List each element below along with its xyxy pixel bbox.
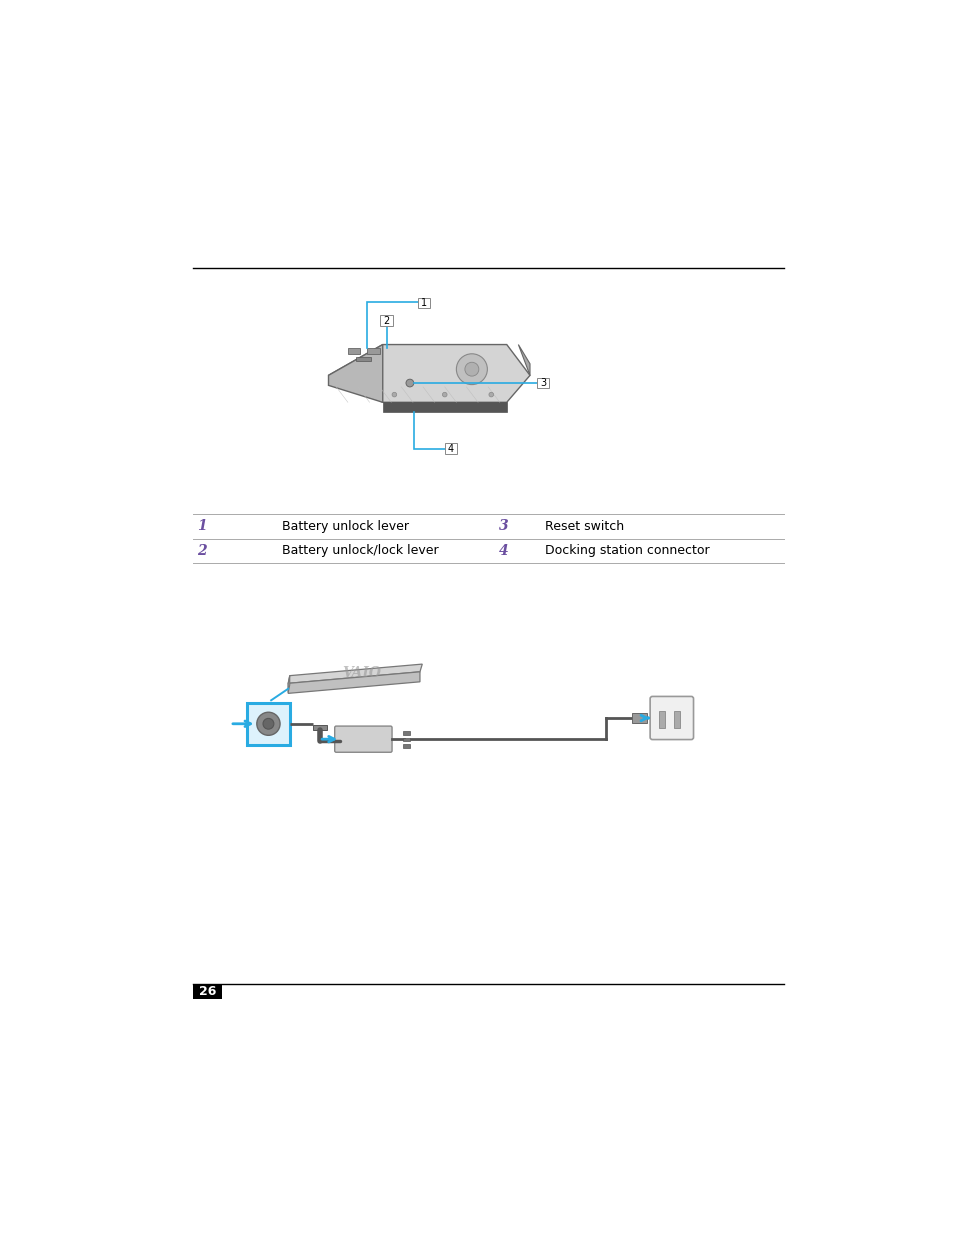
Circle shape <box>488 393 493 396</box>
Polygon shape <box>288 672 419 693</box>
FancyBboxPatch shape <box>335 726 392 752</box>
Bar <box>193 984 222 999</box>
Circle shape <box>442 393 447 396</box>
Text: 3: 3 <box>539 378 546 388</box>
Polygon shape <box>517 345 530 375</box>
Text: 1: 1 <box>420 298 426 308</box>
Bar <box>674 711 679 727</box>
Bar <box>402 743 410 747</box>
Text: 1: 1 <box>196 519 206 534</box>
Bar <box>658 711 664 727</box>
Bar <box>348 347 360 353</box>
Text: 4: 4 <box>498 543 508 558</box>
Text: 3: 3 <box>498 519 508 534</box>
Polygon shape <box>288 664 422 683</box>
Text: 2: 2 <box>383 316 390 326</box>
Bar <box>631 713 646 724</box>
FancyBboxPatch shape <box>247 703 290 745</box>
Text: 4: 4 <box>447 443 454 453</box>
Text: 26: 26 <box>199 986 216 998</box>
Circle shape <box>263 719 274 729</box>
Circle shape <box>406 379 414 387</box>
Circle shape <box>392 393 396 396</box>
Bar <box>444 443 456 454</box>
Bar <box>367 347 379 353</box>
Text: 2: 2 <box>196 543 206 558</box>
Polygon shape <box>328 345 382 403</box>
FancyBboxPatch shape <box>649 697 693 740</box>
Bar <box>402 731 410 735</box>
Text: VAIO: VAIO <box>342 666 381 679</box>
Circle shape <box>456 353 487 384</box>
Text: Docking station connector: Docking station connector <box>545 545 709 557</box>
Text: Battery unlock lever: Battery unlock lever <box>282 520 409 532</box>
Text: Battery unlock/lock lever: Battery unlock/lock lever <box>282 545 438 557</box>
Circle shape <box>464 362 478 377</box>
Bar <box>417 298 430 309</box>
Polygon shape <box>355 357 371 362</box>
Text: Reset switch: Reset switch <box>545 520 624 532</box>
Bar <box>380 315 393 326</box>
Bar <box>313 725 327 730</box>
Bar <box>537 378 549 389</box>
Bar <box>402 737 410 741</box>
Polygon shape <box>288 676 290 693</box>
Circle shape <box>256 713 280 735</box>
Polygon shape <box>382 403 506 412</box>
Polygon shape <box>328 345 530 403</box>
